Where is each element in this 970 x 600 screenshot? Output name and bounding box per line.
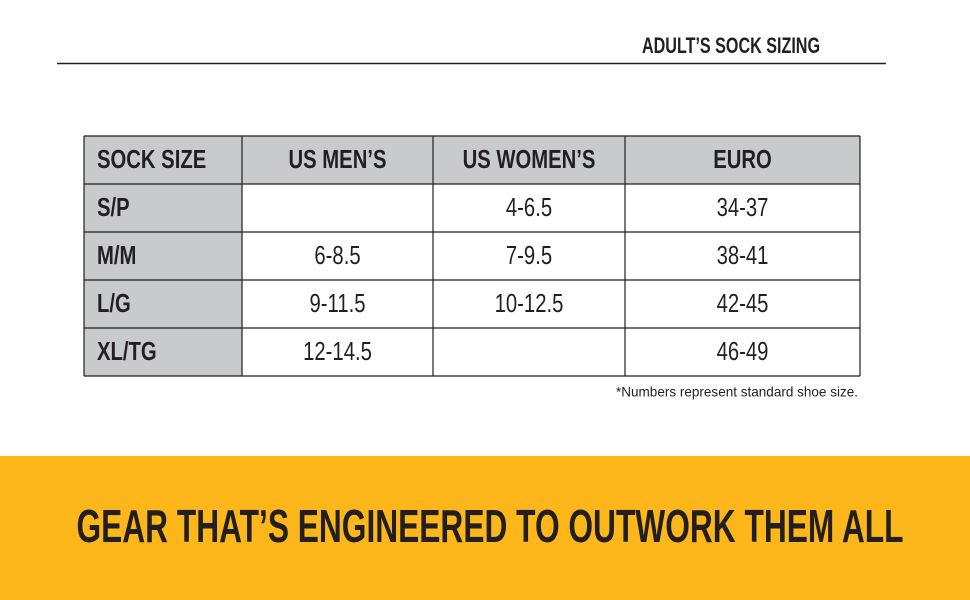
column-header: EURO xyxy=(713,144,772,173)
row-header: L/G xyxy=(97,288,131,317)
row-header: XL/TG xyxy=(97,336,157,365)
table-cell: 10-12.5 xyxy=(495,288,564,317)
table-cell: 12-14.5 xyxy=(303,336,372,365)
column-header: US MEN’S xyxy=(289,144,387,173)
banner-text: GEAR THAT’S ENGINEERED TO OUTWORK THEM A… xyxy=(77,500,904,552)
row-header: S/P xyxy=(97,192,130,221)
footnote: *Numbers represent standard shoe size. xyxy=(616,384,858,400)
table-cell: 7-9.5 xyxy=(506,240,552,269)
table-cell: 34-37 xyxy=(717,192,769,221)
table-cell: 46-49 xyxy=(717,336,769,365)
header-title: ADULT’S SOCK SIZING xyxy=(642,33,820,58)
table-cell: 38-41 xyxy=(717,240,769,269)
column-header: SOCK SIZE xyxy=(97,144,206,173)
size-table: SOCK SIZE US MEN’S US WOMEN’S EURO S/P 4-6.5 3… xyxy=(83,135,861,377)
table-cell: 42-45 xyxy=(717,288,769,317)
table-cell: 9-11.5 xyxy=(310,288,366,317)
banner xyxy=(0,456,970,600)
header-row-bg xyxy=(84,136,860,184)
column-header: US WOMEN’S xyxy=(463,144,596,173)
table-cell: 4-6.5 xyxy=(506,192,552,221)
row-header: M/M xyxy=(97,240,136,269)
table-cell: 6-8.5 xyxy=(314,240,360,269)
